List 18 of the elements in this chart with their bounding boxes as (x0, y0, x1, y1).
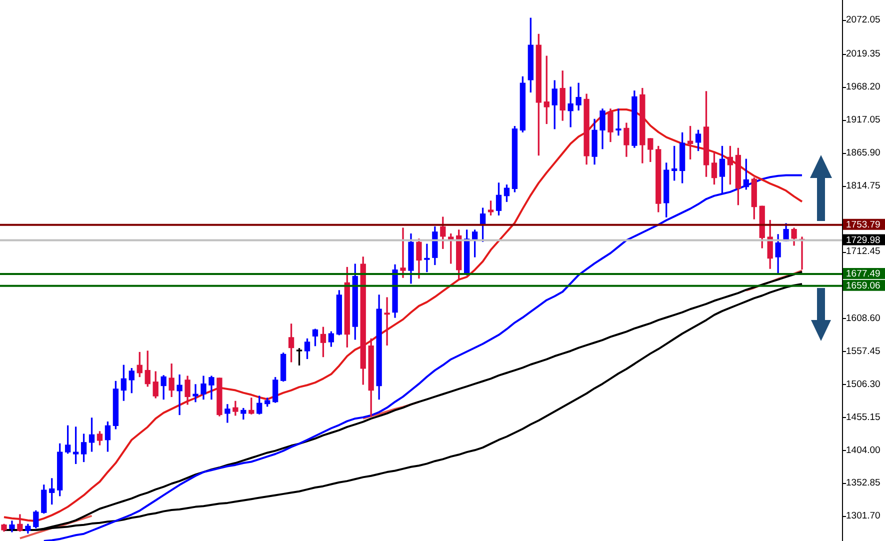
ref-line-label: 1729.98 (846, 234, 880, 246)
y-tick-label: 1506.30 (846, 378, 880, 390)
y-tick-label: 1404.00 (846, 444, 880, 456)
y-tick-label: 1814.75 (846, 180, 880, 192)
y-tick-label: 1968.20 (846, 81, 880, 92)
y-tick-label: 1557.45 (846, 346, 880, 357)
y-tick-label: 1917.05 (846, 114, 880, 126)
y-tick-label: 1301.70 (846, 510, 880, 522)
ref-line-label: 1677.49 (846, 268, 880, 280)
y-tick-label: 1608.60 (846, 313, 880, 324)
y-tick-label: 1352.85 (846, 478, 880, 489)
ref-line-label: 1753.79 (846, 220, 880, 231)
y-tick-label: 2019.35 (846, 48, 880, 60)
ref-line-label: 1659.06 (846, 280, 880, 292)
y-tick-label: 1712.45 (846, 246, 880, 258)
y-tick-label: 1455.15 (846, 412, 880, 423)
y-tick-label: 2072.05 (846, 14, 880, 26)
y-tick-label: 1865.90 (846, 147, 880, 158)
